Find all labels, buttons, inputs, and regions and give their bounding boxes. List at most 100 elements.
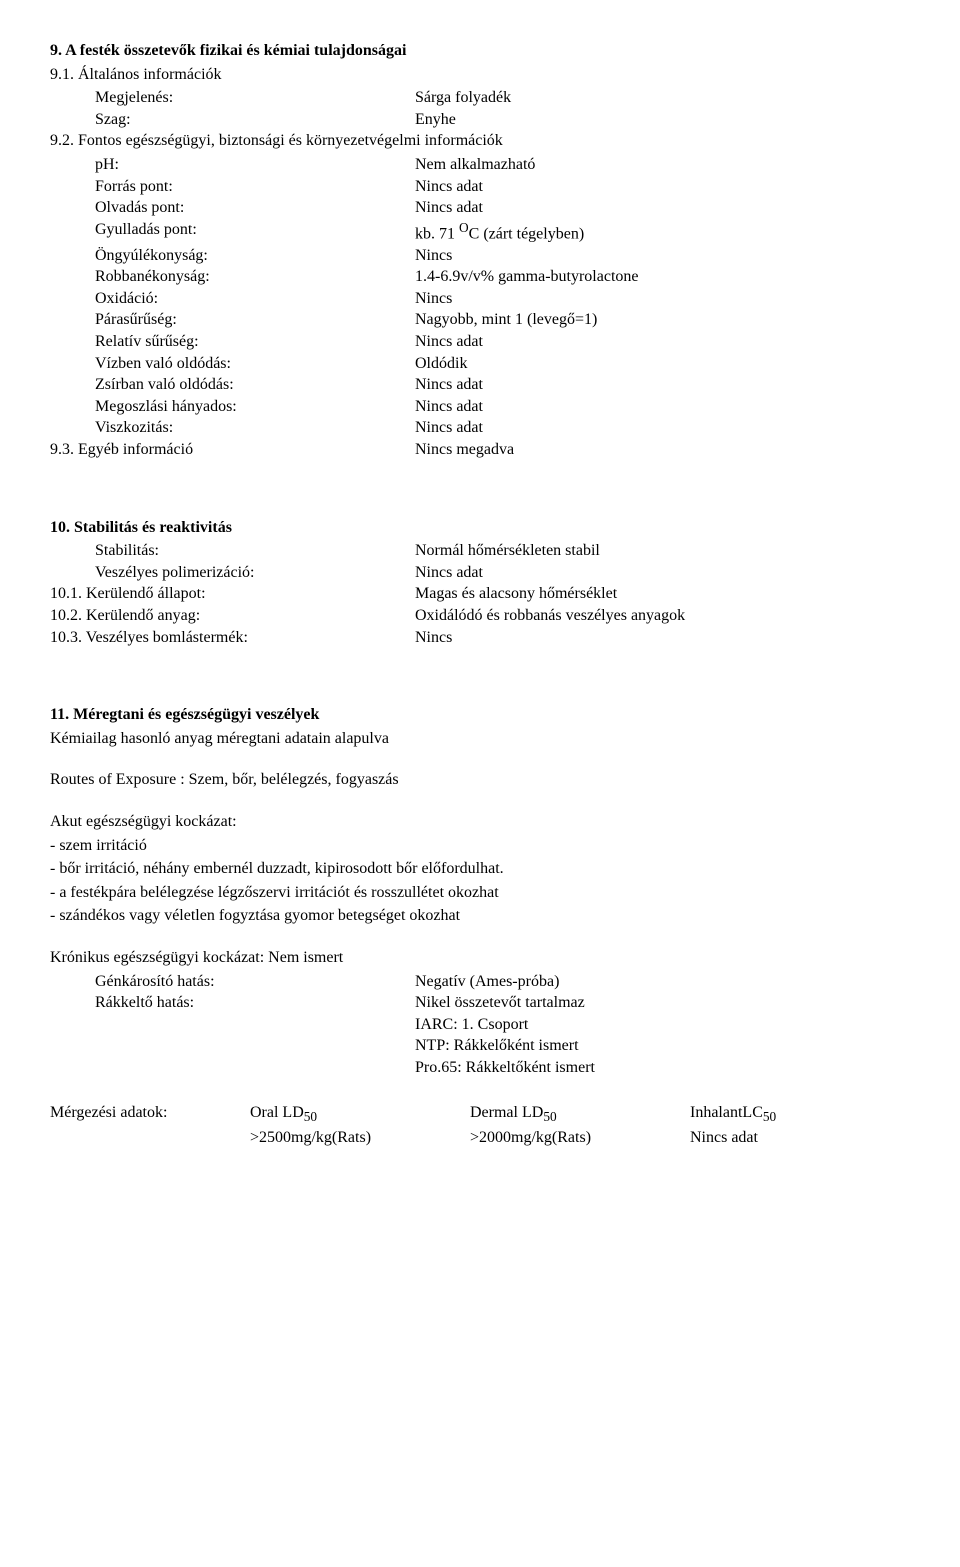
kv-key-empty (95, 1014, 415, 1036)
kv-row: Rákkeltő hatás: Nikel összetevőt tartalm… (95, 992, 910, 1014)
kv-key-oxid: Oxidáció: (95, 288, 415, 310)
kv-val-poli: Nincs adat (415, 562, 910, 584)
kv-key-gyulladas: Gyulladás pont: (95, 219, 415, 245)
kv-val-kan: Oxidálódó és robbanás veszélyes anyagok (415, 605, 910, 627)
tox-dermal-h: Dermal LD50 (470, 1102, 690, 1126)
kv-key-poli: Veszélyes polimerizáció: (95, 562, 415, 584)
tox-col-inhal: InhalantLC50 Nincs adat (690, 1102, 890, 1148)
kv-key-szag: Szag: (95, 109, 415, 131)
tox-oral-h-pre: Oral LD (250, 1104, 304, 1121)
kv-val-gen: Negatív (Ames-próba) (415, 971, 910, 993)
kv-row: Öngyúlékonyság: Nincs (95, 245, 910, 267)
kv-key-megjelenes: Megjelenés: (95, 87, 415, 109)
tox-dermal-h-pre: Dermal LD (470, 1104, 543, 1121)
kv-key-para: Párasűrűség: (95, 309, 415, 331)
kv-key-robb: Robbanékonyság: (95, 266, 415, 288)
kv-key-stab: Stabilitás: (95, 540, 415, 562)
kv-row: IARC: 1. Csoport (95, 1014, 910, 1036)
kv-key-ph: pH: (95, 154, 415, 176)
kv-row: Robbanékonyság: 1.4-6.9v/v% gamma-butyro… (95, 266, 910, 288)
kv-val-oxid: Nincs (415, 288, 910, 310)
tox-table: Mérgezési adatok: Oral LD50 >2500mg/kg(R… (50, 1102, 910, 1148)
kv-key-kal: 10.1. Kerülendő állapot: (50, 583, 415, 605)
tox-inhal-v: Nincs adat (690, 1127, 890, 1149)
kv-key-ongy: Öngyúlékonyság: (95, 245, 415, 267)
tox-oral-h-sub: 50 (304, 1110, 317, 1125)
kv-val-visz: Nincs adat (415, 417, 910, 439)
akut-heading: Akut egészségügyi kockázat: (50, 811, 910, 833)
kv-row: Megjelenés: Sárga folyadék (95, 87, 910, 109)
kv-row: 10.1. Kerülendő állapot: Magas és alacso… (50, 583, 910, 605)
tox-dermal-h-sub: 50 (543, 1110, 556, 1125)
tox-col-label: Mérgezési adatok: (50, 1102, 250, 1148)
kron-line: Krónikus egészségügyi kockázat: Nem isme… (50, 947, 910, 969)
kv-val-ongy: Nincs (415, 245, 910, 267)
kv-row: Oxidáció: Nincs (95, 288, 910, 310)
kv-key-forras: Forrás pont: (95, 176, 415, 198)
kv-key-sub3: 9.3. Egyéb információ (50, 439, 415, 461)
kv-row: Forrás pont: Nincs adat (95, 176, 910, 198)
kv-row: Viszkozitás: Nincs adat (95, 417, 910, 439)
section-11-line1: Kémiailag hasonló anyag méregtani adatai… (50, 728, 910, 750)
kv-val-rel: Nincs adat (415, 331, 910, 353)
kv-row: Párasűrűség: Nagyobb, mint 1 (levegő=1) (95, 309, 910, 331)
kv-row: Szag: Enyhe (95, 109, 910, 131)
gyulladas-pre: kb. 71 (415, 225, 459, 242)
section-11-routes: Routes of Exposure : Szem, bőr, belélegz… (50, 769, 910, 791)
section-11-heading: 11. Méregtani és egészségügyi veszélyek (50, 704, 910, 726)
section-9-1-sub: 9.1. Általános információk (50, 64, 910, 86)
tox-col-oral: Oral LD50 >2500mg/kg(Rats) (250, 1102, 470, 1148)
kv-key-megoszt: Megoszlási hányados: (95, 396, 415, 418)
section-9-2-sub: 9.2. Fontos egészségügyi, biztonsági és … (50, 130, 910, 152)
akut-item-4: - szándékos vagy véletlen fogyztása gyom… (50, 905, 910, 927)
kv-val-gyulladas: kb. 71 OC (zárt tégelyben) (415, 219, 910, 245)
section-9-heading: 9. A festék összetevők fizikai és kémiai… (50, 40, 910, 62)
kv-val-olvadas: Nincs adat (415, 197, 910, 219)
kv-key-viz: Vízben való oldódás: (95, 353, 415, 375)
kv-key-gen: Génkárosító hatás: (95, 971, 415, 993)
kv-row: 9.3. Egyéb információ Nincs megadva (50, 439, 910, 461)
kv-val-ph: Nem alkalmazható (415, 154, 910, 176)
kv-row: NTP: Rákkelőként ismert (95, 1035, 910, 1057)
kv-key-empty (95, 1057, 415, 1079)
kv-key-visz: Viszkozitás: (95, 417, 415, 439)
gyulladas-post: C (zárt tégelyben) (469, 225, 585, 242)
kv-val-iarc: IARC: 1. Csoport (415, 1014, 910, 1036)
akut-item-1: - szem irritáció (50, 835, 910, 857)
kv-key-rel: Relatív sűrűség: (95, 331, 415, 353)
kv-val-stab: Normál hőmérsékleten stabil (415, 540, 910, 562)
kv-val-ntp: NTP: Rákkelőként ismert (415, 1035, 910, 1057)
tox-inhal-h-sub: 50 (763, 1110, 776, 1125)
tox-label: Mérgezési adatok: (50, 1102, 250, 1124)
kv-row: 10.2. Kerülendő anyag: Oxidálódó és robb… (50, 605, 910, 627)
section-10-heading: 10. Stabilitás és reaktivitás (50, 517, 910, 539)
kv-val-pro: Pro.65: Rákkeltőként ismert (415, 1057, 910, 1079)
tox-inhal-h: InhalantLC50 (690, 1102, 890, 1126)
kv-row: Pro.65: Rákkeltőként ismert (95, 1057, 910, 1079)
kv-key-zsir: Zsírban való oldódás: (95, 374, 415, 396)
kv-row: 10.3. Veszélyes bomlástermék: Nincs (50, 627, 910, 649)
kv-key-empty (95, 1035, 415, 1057)
tox-oral-h: Oral LD50 (250, 1102, 470, 1126)
akut-item-2: - bőr irritáció, néhány embernél duzzadt… (50, 858, 910, 880)
kv-row: Olvadás pont: Nincs adat (95, 197, 910, 219)
tox-empty (50, 1124, 250, 1146)
kv-key-boml: 10.3. Veszélyes bomlástermék: (50, 627, 415, 649)
kv-val-sub3: Nincs megadva (415, 439, 910, 461)
gyulladas-sup: O (459, 220, 469, 235)
kv-val-zsir: Nincs adat (415, 374, 910, 396)
tox-inhal-h-pre: InhalantLC (690, 1104, 763, 1121)
kv-val-megoszt: Nincs adat (415, 396, 910, 418)
kv-row: Veszélyes polimerizáció: Nincs adat (95, 562, 910, 584)
tox-col-dermal: Dermal LD50 >2000mg/kg(Rats) (470, 1102, 690, 1148)
kv-val-boml: Nincs (415, 627, 910, 649)
kv-row: Relatív sűrűség: Nincs adat (95, 331, 910, 353)
kv-val-kal: Magas és alacsony hőmérséklet (415, 583, 910, 605)
kv-row: Vízben való oldódás: Oldódik (95, 353, 910, 375)
tox-oral-v: >2500mg/kg(Rats) (250, 1127, 470, 1149)
kv-val-viz: Oldódik (415, 353, 910, 375)
kv-key-kan: 10.2. Kerülendő anyag: (50, 605, 415, 627)
akut-item-3: - a festékpára belélegzése légzőszervi i… (50, 882, 910, 904)
kv-row: Zsírban való oldódás: Nincs adat (95, 374, 910, 396)
kv-row: Stabilitás: Normál hőmérsékleten stabil (95, 540, 910, 562)
